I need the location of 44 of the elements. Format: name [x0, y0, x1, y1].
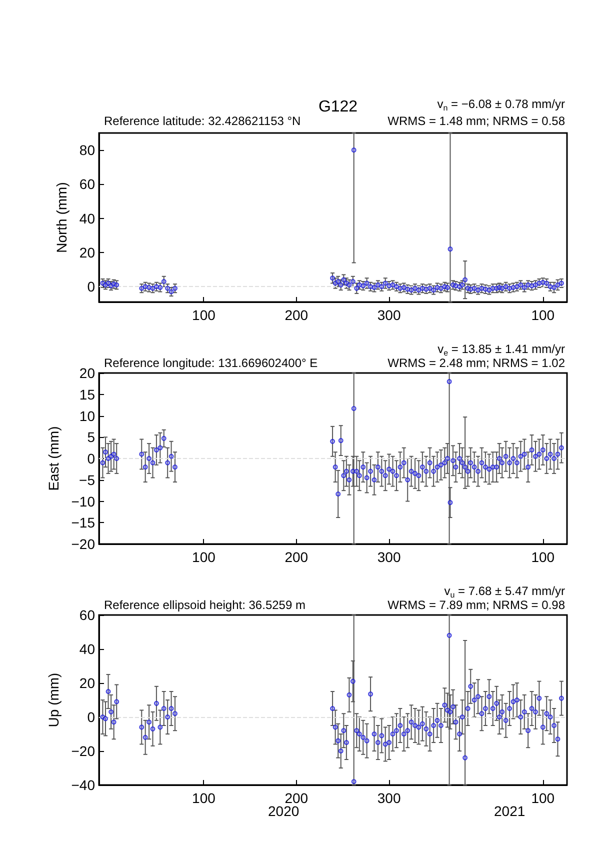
- x-tick-label: 300: [377, 790, 401, 806]
- x-tick-label: 100: [192, 790, 216, 806]
- x-tick-label: 200: [284, 307, 308, 323]
- y-tick-label: 0: [87, 450, 96, 466]
- chart-subtitle: Reference ellipsoid height: 36.5259 m: [104, 598, 306, 612]
- x-tick-label: 100: [531, 549, 555, 565]
- x-tick-label: 300: [377, 307, 401, 323]
- x-tick-label: 200: [284, 790, 308, 806]
- y-tick-label: −20: [71, 743, 96, 759]
- text: WRMS = 7.89 mm; NRMS = 0.98: [388, 598, 566, 612]
- text: 2021: [494, 803, 526, 819]
- x-tick-label: 300: [377, 549, 401, 565]
- y-tick-label: 0: [87, 709, 96, 725]
- chart-subtitle: Reference latitude: 32.428621153 °N: [104, 114, 301, 128]
- y-axis-title: Up (mm): [45, 672, 62, 728]
- y-tick-label: −20: [71, 536, 96, 552]
- x-tick-label: 100: [531, 307, 555, 323]
- y-tick-label: 40: [79, 641, 96, 657]
- y-tick-label: 5: [87, 429, 96, 446]
- x-tick-label: 100: [192, 307, 216, 323]
- y-tick-label: 10: [79, 408, 96, 424]
- y-tick-label: 20: [79, 675, 96, 691]
- y-axis-title: East (mm): [45, 426, 62, 491]
- x-tick-label: 200: [284, 549, 308, 565]
- y-tick-label: 40: [79, 210, 96, 226]
- y-tick-label: −40: [71, 777, 96, 793]
- text: WRMS = 2.48 mm; NRMS = 1.02: [388, 356, 566, 370]
- chart-title: G122: [318, 98, 358, 116]
- y-tick-label: −15: [71, 514, 96, 531]
- y-axis-title: North (mm): [54, 182, 70, 253]
- chart-subtitle: Reference longitude: 131.669602400° E: [104, 356, 318, 370]
- text: 2020: [268, 803, 300, 819]
- text: WRMS = 1.48 mm; NRMS = 0.58: [388, 114, 566, 128]
- y-tick-label: −5: [79, 472, 96, 488]
- y-tick-label: 15: [79, 386, 96, 402]
- x-tick-label: 100: [192, 549, 216, 565]
- y-tick-label: 80: [79, 142, 96, 158]
- y-tick-label: −10: [71, 493, 96, 510]
- y-tick-label: 60: [79, 607, 96, 623]
- y-tick-label: 20: [79, 244, 96, 260]
- y-tick-label: 0: [87, 278, 96, 295]
- x-tick-label: 100: [531, 790, 555, 806]
- y-tick-label: 60: [79, 176, 96, 192]
- y-tick-label: 20: [79, 365, 96, 381]
